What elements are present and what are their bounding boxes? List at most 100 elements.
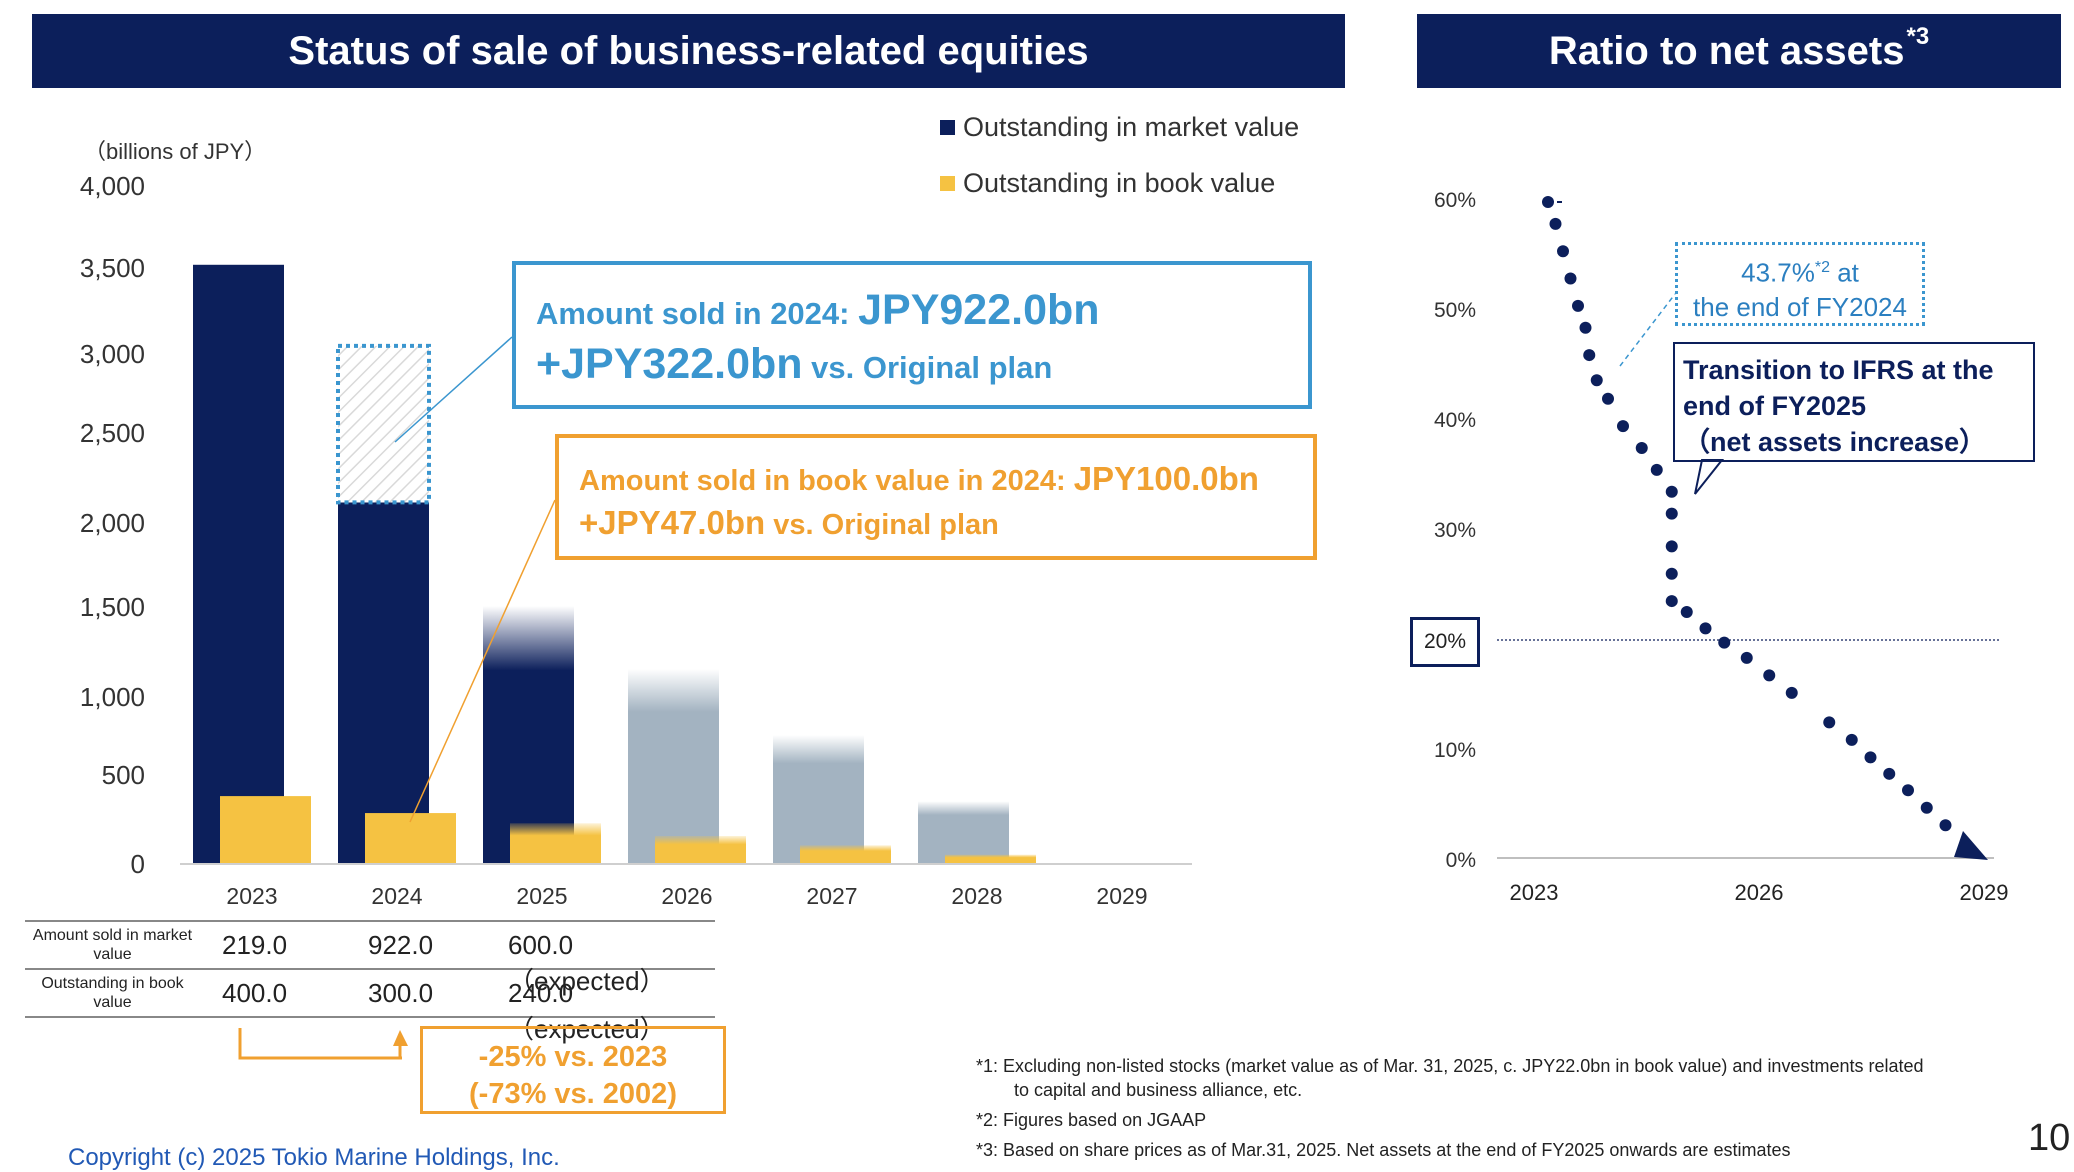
copyright: Copyright (c) 2025 Tokio Marine Holdings… — [68, 1144, 560, 1171]
market-value-bar — [773, 734, 864, 864]
y-tick: 3,500 — [79, 253, 145, 283]
ratio-dot — [1583, 349, 1596, 362]
ratio-dot — [1542, 196, 1554, 208]
sold-callout-plan-suffix: vs. Original plan — [802, 350, 1053, 385]
ifrs-line-1: Transition to IFRS at the — [1683, 355, 1994, 385]
ifrs-line-2: end of FY2025 — [1683, 391, 1867, 421]
reduction-line-2: (-73% vs. 2002) — [469, 1078, 677, 1110]
right-y-tick: 30% — [1433, 519, 1476, 542]
market-value-bar — [193, 264, 284, 865]
x-tick: 2029 — [1096, 883, 1148, 909]
legend-label-book: Outstanding in book value — [963, 168, 1276, 198]
left-panel-title: Status of sale of business-related equit… — [288, 28, 1089, 73]
market-value-bar — [483, 605, 574, 864]
legend-item-market: Outstanding in market value — [940, 112, 1299, 143]
x-tick: 2025 — [516, 883, 568, 909]
book-callout-plan-suffix: vs. Original plan — [765, 509, 999, 541]
fy2024-value-callout: 43.7%*2 at the end of FY2024 — [1675, 242, 1925, 326]
footnote-1: *1: Excluding non-listed stocks (market … — [976, 1056, 1924, 1076]
ifrs-callout-pointer — [1694, 459, 1725, 495]
book-callout-plan-value: +JPY47.0bn — [579, 504, 766, 541]
market-value-bar — [918, 801, 1009, 864]
y-tick: 2,000 — [79, 508, 145, 538]
ratio-dot — [1572, 299, 1584, 312]
fy2024-value-line2: the end of FY2024 — [1693, 291, 1907, 322]
right-y-tick: 0% — [1445, 849, 1476, 872]
book-callout-value: JPY100.0bn — [1073, 460, 1259, 497]
table-row-label: Outstanding in book value — [41, 975, 184, 1011]
ratio-dot — [1617, 420, 1629, 433]
book-callout-prefix: Amount sold in book value in 2024: — [579, 465, 1074, 497]
footnote-2: *2: Figures based on JGAAP — [976, 1110, 1207, 1130]
ratio-dot — [1665, 567, 1678, 580]
sales-table: Amount sold in market value 219.0 922.0 … — [25, 920, 715, 1044]
y-tick: 4,000 — [79, 171, 145, 201]
table-cell: 922.0 — [368, 930, 434, 960]
ifrs-callout: Transition to IFRS at the end of FY2025 … — [1673, 342, 2035, 462]
ratio-dot — [1579, 321, 1592, 334]
right-x-tick: 2023 — [1509, 880, 1559, 905]
ratio-dot — [1785, 686, 1798, 699]
book-value-bar — [800, 845, 891, 864]
ratio-dot — [1564, 272, 1577, 285]
ratio-dot — [1699, 622, 1712, 635]
ratio-dot — [1845, 733, 1858, 746]
ratio-dot — [1602, 392, 1614, 405]
right-y-tick: 10% — [1433, 739, 1476, 762]
fy2024-value-suffix: at — [1829, 257, 1859, 288]
book-value-bar — [945, 854, 1036, 864]
sold-callout-plan-value: +JPY322.0bn — [536, 340, 803, 388]
market-value-bar — [338, 502, 429, 864]
table-row: Amount sold in market value 219.0 922.0 … — [25, 920, 715, 996]
ratio-dot — [1823, 716, 1836, 729]
ratio-dot — [1680, 606, 1693, 618]
book-callout: Amount sold in book value in 2024: JPY10… — [555, 434, 1317, 560]
ratio-dot — [1740, 651, 1753, 664]
right-y-tick: 60% — [1433, 189, 1476, 212]
y-tick: 1,000 — [79, 682, 145, 712]
ratio-dot — [1718, 636, 1731, 649]
x-tick: 2023 — [226, 883, 278, 909]
table-row-label: Amount sold in market value — [32, 927, 193, 963]
book-value-bar — [220, 796, 311, 864]
ratio-dot — [1549, 217, 1562, 230]
y-tick: 1,500 — [79, 592, 145, 622]
footnote-3: *3: Based on share prices as of Mar.31, … — [976, 1140, 1791, 1160]
footnote-1-cont: to capital and business alliance, etc. — [1014, 1080, 1303, 1100]
sold-callout-connector — [394, 336, 513, 443]
x-tick: 2027 — [806, 883, 858, 909]
ratio-dot — [1864, 751, 1877, 764]
y-tick: 2,500 — [79, 418, 145, 448]
sold-callout-value: JPY922.0bn — [858, 286, 1100, 334]
market-value-bar — [628, 668, 719, 864]
right-panel-title: Ratio to net assets — [1548, 28, 1905, 73]
right-y-tick: 50% — [1433, 299, 1476, 322]
ratio-dot — [1883, 767, 1896, 780]
ratio-dot — [1665, 507, 1678, 520]
reduction-callout: -25% vs. 2023 (-73% vs. 2002) — [420, 1026, 726, 1114]
ratio-dot — [1557, 245, 1569, 258]
table-cell: 240.0（expected） — [508, 978, 666, 1044]
legend-label-market: Outstanding in market value — [963, 112, 1300, 142]
ratio-dot — [1635, 442, 1648, 454]
reduction-arrow-line — [238, 1028, 402, 1060]
ratio-dot — [1902, 784, 1914, 797]
table-cell: 600.0（expected） — [508, 930, 666, 996]
ratio-dot — [1665, 485, 1678, 498]
book-value-bar — [655, 835, 746, 864]
page-number: 10 — [2028, 1117, 2071, 1159]
right-panel-title-footnote: *3 — [1906, 23, 1930, 50]
twenty-percent-label: 20% — [1410, 617, 1480, 667]
unit-label: （billions of JPY） — [84, 139, 267, 164]
table-row: Outstanding in book value 400.0 300.0 24… — [25, 970, 715, 1044]
fy2024-value-footnote: *2 — [1814, 259, 1830, 276]
trend-arrow-head — [1954, 831, 1988, 860]
y-tick: 500 — [101, 760, 145, 790]
footnotes: *1: Excluding non-listed stocks (market … — [976, 1054, 2056, 1168]
right-panel-header: Ratio to net assets *3 — [1417, 14, 2061, 88]
fy2024-value: 43.7% — [1741, 257, 1815, 288]
ratio-dot — [1665, 595, 1678, 608]
ratio-dot — [1650, 463, 1663, 476]
legend-swatch-market — [940, 120, 955, 135]
